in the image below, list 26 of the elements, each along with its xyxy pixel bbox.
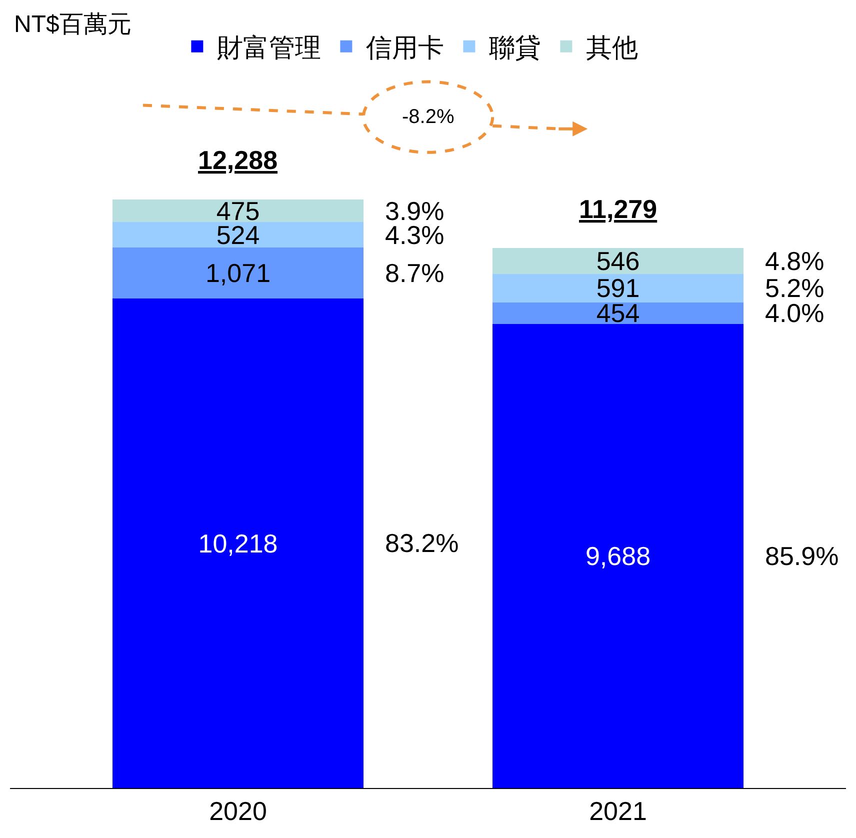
legend-label: 聯貸 — [489, 32, 542, 63]
text: -8.2% — [402, 106, 454, 128]
x-tick-label: 2020 — [209, 796, 267, 826]
legend-label: 財富管理 — [217, 32, 322, 63]
total-label: 11,279 — [579, 194, 658, 224]
bar — [112, 247, 364, 299]
annotation: 8.7% — [385, 258, 444, 288]
legend-label: 其他 — [586, 32, 638, 63]
text: NT$百萬元 — [14, 11, 132, 38]
data-label: 10,218 — [198, 528, 278, 558]
bar — [492, 324, 744, 788]
bar — [492, 274, 744, 302]
total-label: 12,288 — [198, 145, 278, 175]
legend-label: 信用卡 — [366, 32, 444, 63]
annotation: 83.2% — [385, 528, 459, 558]
bar — [492, 302, 744, 324]
bar — [112, 298, 364, 788]
data-label: 1,071 — [205, 258, 271, 288]
annotation: 4.8% — [765, 246, 824, 276]
bar — [112, 222, 364, 248]
x-tick-label: 2021 — [589, 796, 647, 826]
data-label: 9,688 — [585, 541, 651, 571]
data-label: 546 — [596, 246, 640, 276]
annotation: 85.9% — [765, 541, 839, 571]
bar — [112, 199, 364, 222]
bar — [492, 248, 744, 274]
